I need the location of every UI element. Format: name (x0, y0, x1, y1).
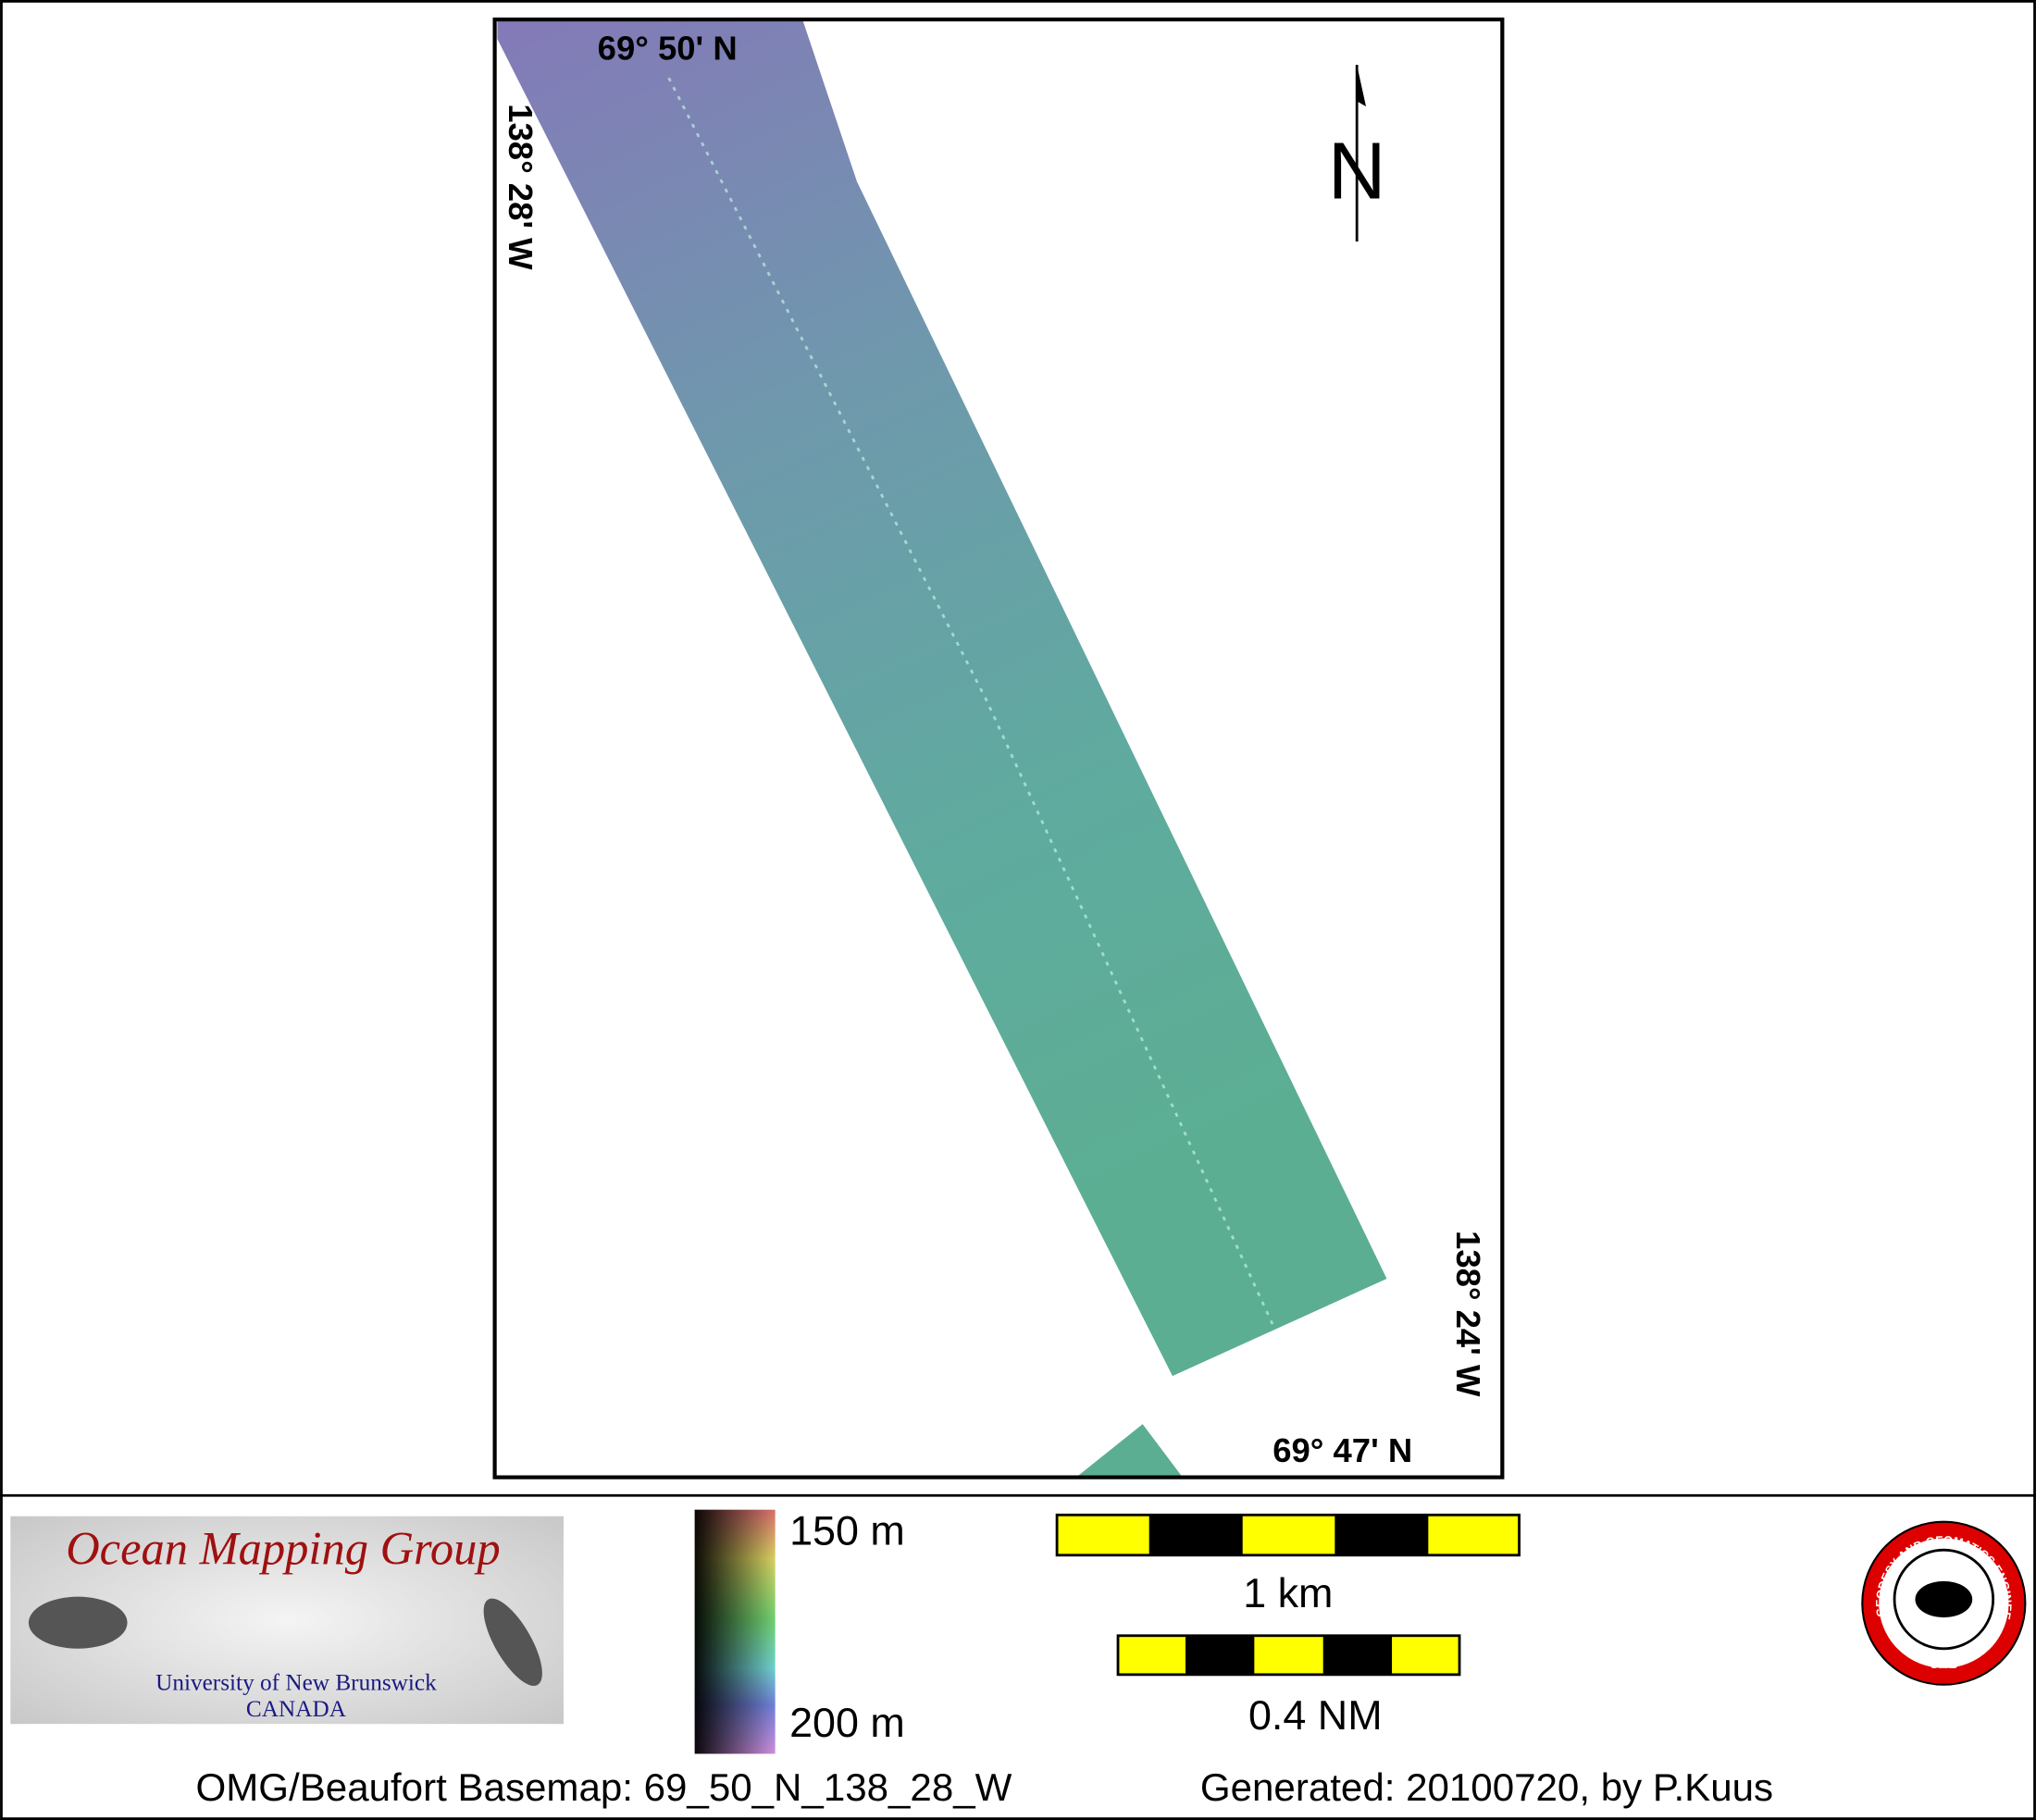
lat-label: 69° 47' N (1272, 1431, 1412, 1469)
scale-segment (1185, 1635, 1255, 1675)
scale-bar-nm (1116, 1634, 1461, 1677)
footer-basemap: OMG/Beaufort Basemap: 69_50_N_138_28_W (196, 1765, 1012, 1809)
logo-title: Ocean Mapping Group (66, 1523, 500, 1575)
north-label: N (1328, 127, 1386, 217)
lat-label: 69° 50' N (598, 30, 738, 68)
logo-country: CANADA (246, 1696, 347, 1722)
bathymetry-swath-2 (1077, 1424, 1182, 1477)
logo-university: University of New Brunswick (155, 1670, 437, 1696)
colorbar-label: 200 m (789, 1699, 905, 1746)
scale-segment (1335, 1515, 1429, 1555)
depth-colorbar: 150 m 200 m (694, 1507, 905, 1754)
lon-label: 138° 24' W (1449, 1231, 1487, 1397)
logo-ship (483, 1598, 542, 1686)
scale-bar-km (1055, 1513, 1521, 1557)
footer-generated: Generated: 20100720, by P.Kuus (1200, 1765, 1773, 1809)
logo-short: UNB (1930, 1656, 1957, 1671)
swath-nadir (667, 77, 1274, 1325)
omg-logo: Ocean Mapping Group University of New Br… (10, 1516, 564, 1725)
scale-bars: 1 km 0.4 NM (1055, 1513, 1521, 1739)
north-arrow: N (1328, 65, 1386, 241)
colorbar-label: 150 m (789, 1507, 905, 1554)
logo-ring-red (1863, 1522, 2025, 1684)
map-frame: 69° 50' N 138° 28' W 138° 24' W 69° 47' … (492, 17, 1505, 1480)
map-border (492, 17, 1505, 1480)
logo-continents (1915, 1580, 1973, 1618)
colorbar-shade (694, 1509, 776, 1754)
scale-segment (1148, 1515, 1243, 1555)
scale-segment (1322, 1635, 1393, 1675)
scale-label: 0.4 NM (1248, 1691, 1383, 1739)
logo-ship (28, 1596, 128, 1649)
bathymetry-swath (497, 19, 1387, 1377)
lon-label: 138° 28' W (502, 104, 540, 270)
scale-label: 1 km (1243, 1569, 1333, 1616)
